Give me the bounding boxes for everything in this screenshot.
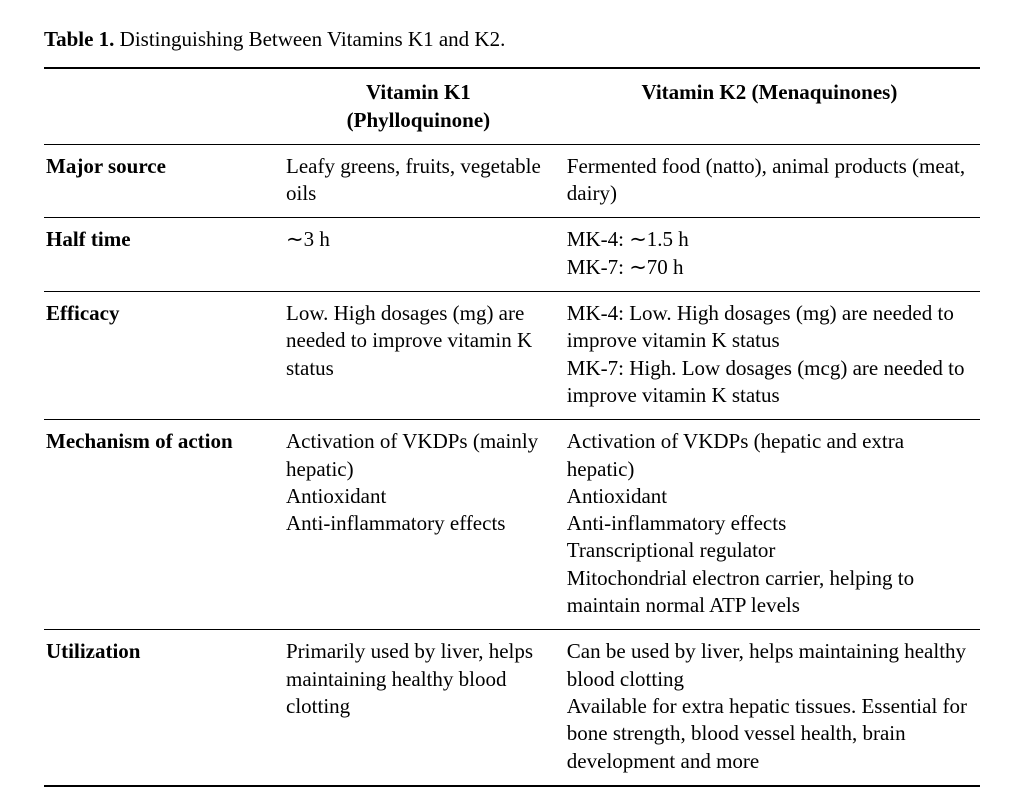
cell-k2: Fermented food (natto), animal products … bbox=[559, 144, 980, 218]
cell-text: Mitochondrial electron carrier, helping … bbox=[567, 565, 970, 620]
caption-text: Distinguishing Between Vitamins K1 and K… bbox=[120, 27, 506, 51]
cell-text: Primarily used by liver, helps maintaini… bbox=[286, 638, 549, 720]
row-label: Utilization bbox=[44, 630, 278, 786]
table-caption: Table 1. Distinguishing Between Vitamins… bbox=[44, 26, 980, 53]
cell-text: Fermented food (natto), animal products … bbox=[567, 153, 970, 208]
cell-text: Transcriptional regulator bbox=[567, 537, 970, 564]
cell-k1: Low. High dosages (mg) are needed to imp… bbox=[278, 292, 559, 420]
table-row: Mechanism of actionActivation of VKDPs (… bbox=[44, 420, 980, 630]
header-k1-sub: (Phylloquinone) bbox=[286, 107, 551, 134]
row-label: Half time bbox=[44, 218, 278, 292]
table-header-row: Vitamin K1 (Phylloquinone) Vitamin K2 (M… bbox=[44, 68, 980, 144]
cell-k2: Can be used by liver, helps maintaining … bbox=[559, 630, 980, 786]
vitamin-k-table: Vitamin K1 (Phylloquinone) Vitamin K2 (M… bbox=[44, 67, 980, 787]
cell-text: Low. High dosages (mg) are needed to imp… bbox=[286, 300, 549, 382]
caption-label: Table 1. bbox=[44, 27, 114, 51]
cell-k1: Primarily used by liver, helps maintaini… bbox=[278, 630, 559, 786]
table-body: Major sourceLeafy greens, fruits, vegeta… bbox=[44, 144, 980, 785]
cell-text: MK-4: ∼1.5 h bbox=[567, 226, 970, 253]
cell-text: Anti-inflammatory effects bbox=[567, 510, 970, 537]
table-row: EfficacyLow. High dosages (mg) are neede… bbox=[44, 292, 980, 420]
cell-k2: MK-4: Low. High dosages (mg) are needed … bbox=[559, 292, 980, 420]
cell-k2: Activation of VKDPs (hepatic and extra h… bbox=[559, 420, 980, 630]
cell-text: ∼3 h bbox=[286, 226, 549, 253]
cell-k2: MK-4: ∼1.5 hMK-7: ∼70 h bbox=[559, 218, 980, 292]
cell-k1: ∼3 h bbox=[278, 218, 559, 292]
row-label: Efficacy bbox=[44, 292, 278, 420]
cell-text: MK-4: Low. High dosages (mg) are needed … bbox=[567, 300, 970, 355]
header-k1: Vitamin K1 (Phylloquinone) bbox=[278, 68, 559, 144]
table-row: Major sourceLeafy greens, fruits, vegeta… bbox=[44, 144, 980, 218]
cell-text: Can be used by liver, helps maintaining … bbox=[567, 638, 970, 693]
row-label: Major source bbox=[44, 144, 278, 218]
header-k2: Vitamin K2 (Menaquinones) bbox=[559, 68, 980, 144]
cell-text: MK-7: ∼70 h bbox=[567, 254, 970, 281]
cell-text: Antioxidant bbox=[567, 483, 970, 510]
header-k1-main: Vitamin K1 bbox=[286, 79, 551, 106]
cell-text: Activation of VKDPs (hepatic and extra h… bbox=[567, 428, 970, 483]
cell-text: Anti-inflammatory effects bbox=[286, 510, 549, 537]
cell-text: Activation of VKDPs (mainly hepatic) bbox=[286, 428, 549, 483]
cell-text: Leafy greens, fruits, vegetable oils bbox=[286, 153, 549, 208]
cell-k1: Leafy greens, fruits, vegetable oils bbox=[278, 144, 559, 218]
cell-text: MK-7: High. Low dosages (mcg) are needed… bbox=[567, 355, 970, 410]
table-row: UtilizationPrimarily used by liver, help… bbox=[44, 630, 980, 786]
row-label: Mechanism of action bbox=[44, 420, 278, 630]
cell-text: Available for extra hepatic tissues. Ess… bbox=[567, 693, 970, 775]
cell-k1: Activation of VKDPs (mainly hepatic)Anti… bbox=[278, 420, 559, 630]
cell-text: Antioxidant bbox=[286, 483, 549, 510]
header-blank bbox=[44, 68, 278, 144]
table-row: Half time ∼3 h MK-4: ∼1.5 hMK-7: ∼70 h bbox=[44, 218, 980, 292]
header-k2-main: Vitamin K2 (Menaquinones) bbox=[567, 79, 972, 106]
